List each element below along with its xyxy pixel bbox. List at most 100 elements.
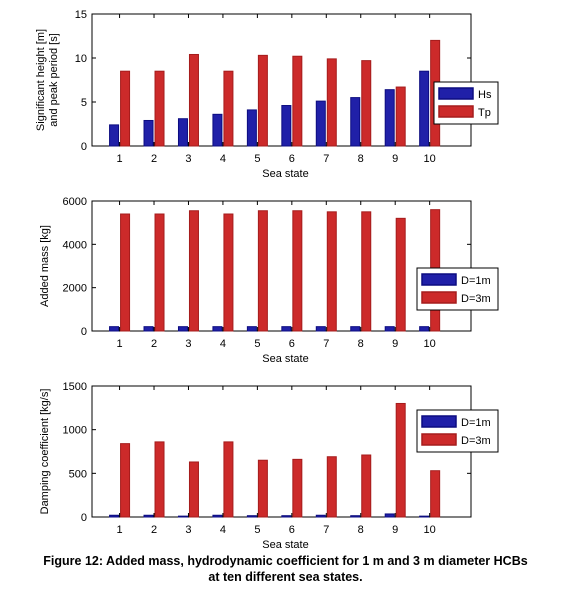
x-tick-label: 3	[185, 153, 191, 165]
bar-d3m-5	[257, 210, 268, 332]
bar-d1m-8	[350, 515, 361, 518]
x-tick-label: 10	[424, 524, 436, 536]
figure-caption: Figure 12: Added mass, hydrodynamic coef…	[0, 553, 571, 585]
bar-hs-3	[177, 118, 188, 147]
bar-hs-9	[384, 89, 395, 147]
bar-d1m-2	[143, 326, 154, 332]
x-tick-label: 2	[151, 524, 157, 536]
bar-d3m-1	[120, 443, 131, 518]
legend-label: Tp	[478, 107, 491, 119]
y-tick-label: 2000	[63, 283, 87, 295]
x-axis-label: Sea state	[262, 168, 308, 180]
x-tick-label: 9	[392, 338, 398, 350]
x-tick-label: 4	[220, 338, 226, 350]
bar-d1m-1	[109, 326, 120, 332]
legend-label: D=3m	[461, 293, 491, 305]
bar-tp-3	[188, 53, 199, 147]
chart-added-mass: 1 2 3 4 5 6 7 8 9 10 0 2000 4000 6000 Sea state Added m…	[39, 196, 499, 365]
legend-label: D=1m	[461, 417, 491, 429]
y-tick-label: 1500	[63, 381, 87, 393]
bar-d1m-6	[281, 515, 292, 518]
x-tick-label: 5	[254, 338, 260, 350]
x-tick-label: 6	[289, 524, 295, 536]
bar-hs-1	[109, 124, 120, 147]
bar-d1m-7	[315, 514, 326, 518]
x-tick-label: 7	[323, 153, 329, 165]
bar-d1m-2	[143, 514, 154, 518]
bar-d3m-4	[223, 441, 234, 518]
y-axis-label: Added mass [kg]	[39, 225, 51, 307]
y-axis-label: and peak period [s]	[48, 33, 60, 127]
bar-hs-10	[419, 70, 430, 147]
bar-d1m-4	[212, 514, 223, 518]
legend-label: D=3m	[461, 435, 491, 447]
bar-d1m-7	[315, 326, 326, 332]
x-tick-label: 7	[323, 338, 329, 350]
bar-d1m-6	[281, 326, 292, 332]
x-tick-label: 4	[220, 153, 226, 165]
bar-d3m-6	[292, 210, 303, 332]
bar-d3m-8	[361, 454, 372, 518]
bar-d1m-10	[419, 515, 430, 518]
y-tick-label: 0	[81, 512, 87, 524]
y-tick-label: 500	[69, 468, 87, 480]
plot-frame	[91, 200, 472, 332]
x-tick-label: 2	[151, 153, 157, 165]
x-tick-label: 10	[424, 153, 436, 165]
bar-d1m-9	[384, 513, 395, 518]
x-tick-label: 10	[424, 338, 436, 350]
x-tick-label: 3	[185, 338, 191, 350]
legend-swatch	[438, 105, 474, 118]
x-tick-label: 9	[392, 153, 398, 165]
x-tick-label: 8	[358, 338, 364, 350]
bar-tp-5	[257, 54, 268, 147]
bar-tp-2	[154, 70, 165, 147]
bar-d1m-10	[419, 326, 430, 332]
legend-swatch	[421, 273, 457, 286]
x-tick-label: 2	[151, 338, 157, 350]
bar-d1m-5	[246, 326, 257, 332]
chart-damping-coefficient: 1 2 3 4 5 6 7 8 9 10 0 500 1000 1500 Sea state Damping …	[39, 381, 499, 551]
legend-swatch	[421, 415, 457, 428]
legend: D=1m D=3m	[416, 267, 499, 311]
bar-d3m-7	[326, 211, 337, 332]
bar-d3m-10	[430, 470, 441, 518]
bar-hs-6	[281, 105, 292, 147]
bar-d1m-3	[177, 515, 188, 518]
y-tick-label: 10	[75, 53, 87, 65]
x-tick-label: 7	[323, 524, 329, 536]
bar-d3m-2	[154, 441, 165, 518]
x-tick-label: 8	[358, 153, 364, 165]
bar-d1m-1	[109, 514, 120, 518]
bar-d3m-6	[292, 458, 303, 518]
bar-hs-7	[315, 100, 326, 147]
bar-d3m-2	[154, 213, 165, 332]
bar-tp-7	[326, 58, 337, 147]
y-tick-label: 15	[75, 9, 87, 21]
x-tick-label: 1	[117, 153, 123, 165]
bar-d3m-1	[120, 213, 131, 332]
y-tick-label: 0	[81, 141, 87, 153]
bar-d3m-8	[361, 211, 372, 332]
bar-d3m-9	[395, 217, 406, 332]
bar-d1m-3	[177, 326, 188, 332]
x-tick-label: 1	[117, 338, 123, 350]
x-tick-label: 5	[254, 524, 260, 536]
bar-d1m-9	[384, 326, 395, 332]
bar-d3m-5	[257, 459, 268, 518]
x-tick-label: 1	[117, 524, 123, 536]
bar-d1m-5	[246, 515, 257, 518]
legend: Hs Tp	[433, 81, 499, 125]
y-tick-label: 6000	[63, 196, 87, 208]
bar-tp-6	[292, 55, 303, 147]
legend-swatch	[438, 87, 474, 100]
bar-tp-4	[223, 70, 234, 147]
caption-line-1: Figure 12: Added mass, hydrodynamic coef…	[43, 554, 528, 568]
bar-hs-5	[246, 109, 257, 147]
y-tick-label: 1000	[63, 425, 87, 437]
caption-line-2: at ten different sea states.	[208, 570, 363, 584]
bar-d3m-3	[188, 210, 199, 332]
x-tick-label: 9	[392, 524, 398, 536]
x-tick-label: 3	[185, 524, 191, 536]
bar-hs-2	[143, 119, 154, 147]
